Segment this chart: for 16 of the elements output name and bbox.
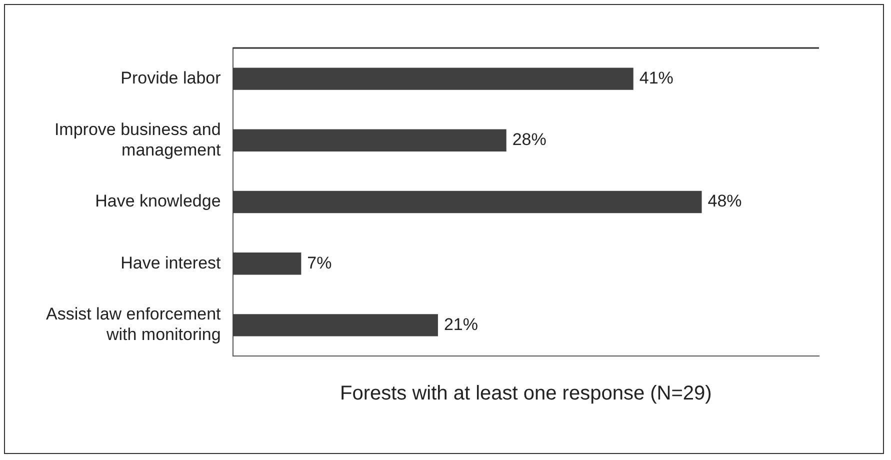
y-tick-label: Assist law enforcement with monitoring (46, 304, 222, 344)
bar (232, 190, 702, 214)
y-tick-label: Improve business and management (54, 120, 222, 160)
data-label: 48% (708, 192, 742, 211)
x-axis-title: Forests with at least one response (N=29) (340, 382, 712, 405)
bar (232, 314, 438, 336)
y-tick-label: Provide labor (120, 68, 222, 88)
y-tick-label: Have interest (120, 253, 222, 272)
y-tick-label: Have knowledge (95, 192, 221, 211)
data-label: 28% (512, 130, 546, 150)
bar (232, 68, 634, 90)
data-label: 7% (307, 253, 332, 272)
data-label: 21% (444, 314, 478, 334)
bar (232, 129, 506, 152)
data-label: 41% (639, 68, 674, 88)
bar (232, 252, 302, 275)
